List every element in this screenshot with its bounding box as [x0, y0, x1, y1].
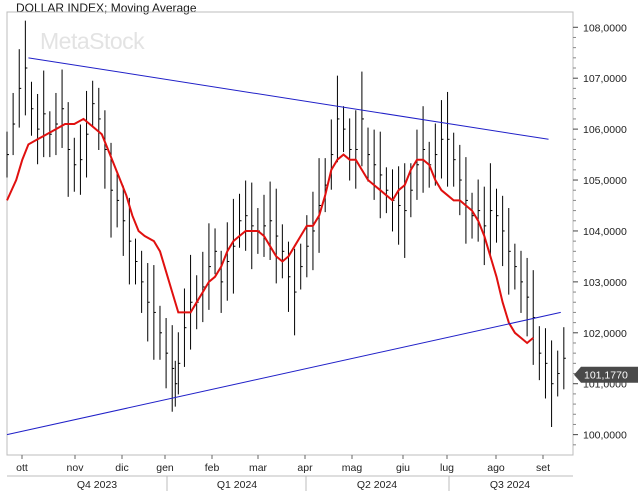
y-tick-label: 104,0000	[583, 226, 627, 238]
watermark: MetaStock	[40, 28, 145, 54]
quarter-label: Q1 2024	[217, 479, 257, 491]
x-tick-label: lug	[440, 462, 454, 474]
moving-average-line	[6, 117, 534, 345]
y-tick-label: 102,0000	[583, 328, 627, 340]
trend-line	[28, 57, 549, 140]
plot-frame	[6, 11, 574, 456]
x-tick-label: giu	[396, 462, 410, 474]
x-tick-label: nov	[67, 462, 85, 474]
x-tick-label: feb	[205, 462, 220, 474]
y-tick-label: 105,0000	[583, 175, 627, 187]
trend-line	[6, 311, 561, 436]
x-tick-label: mag	[342, 462, 363, 474]
y-tick-label: 100,0000	[583, 430, 627, 442]
x-tick-label: apr	[297, 462, 313, 474]
last-price-label: 101,1770	[584, 370, 628, 382]
x-tick-label: set	[536, 462, 550, 474]
last-price-tag	[574, 366, 638, 383]
x-tick-label: ott	[16, 462, 28, 474]
quarter-label: Q4 2023	[77, 479, 117, 491]
x-tick-label: gen	[156, 462, 174, 474]
y-tick-label: 103,0000	[583, 277, 627, 289]
quarter-label: Q2 2024	[357, 479, 397, 491]
x-tick-label: dic	[115, 462, 128, 474]
quarter-label: Q3 2024	[490, 479, 530, 491]
x-tick-label: mar	[249, 462, 268, 474]
y-tick-label: 106,0000	[583, 124, 627, 136]
y-tick-label: 108,0000	[583, 22, 627, 34]
y-tick-label: 107,0000	[583, 73, 627, 85]
x-tick-label: ago	[487, 462, 505, 474]
